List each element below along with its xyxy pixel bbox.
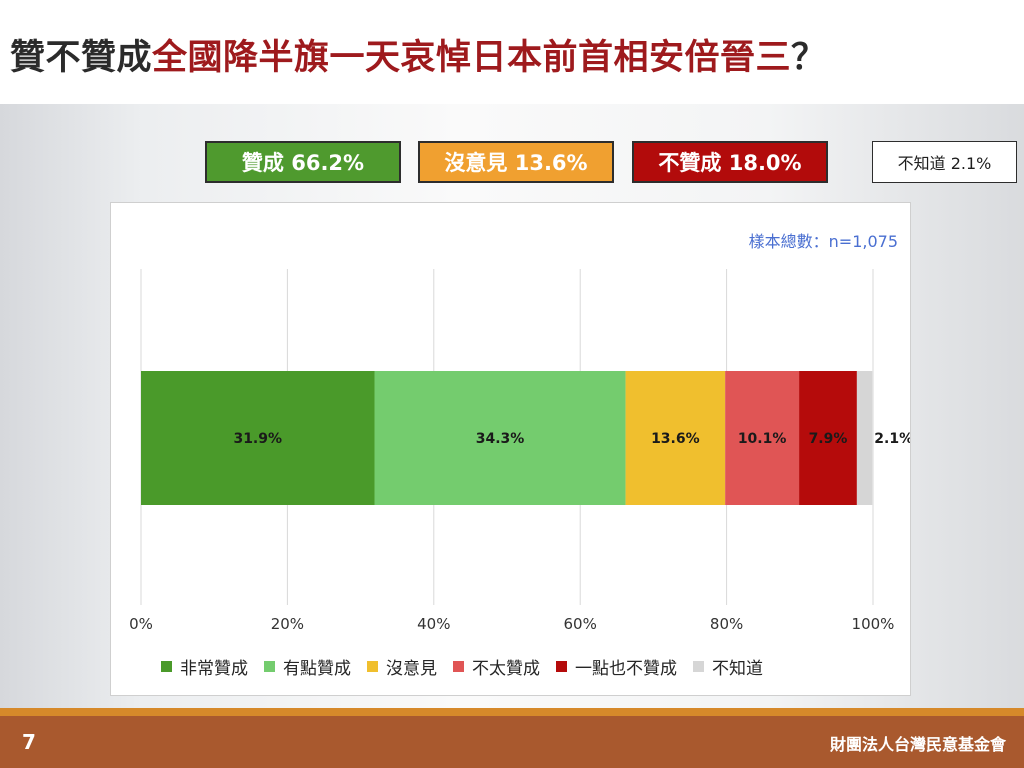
legend-swatch [556,660,567,672]
legend-swatch [693,660,704,672]
x-tick-label: 20% [271,615,304,633]
x-tick-label: 60% [564,615,597,633]
chart-legend: 非常贊成 有點贊成 沒意見 不太贊成 一點也不贊成 不知道 [161,654,779,679]
bar-segment [625,371,726,505]
title-lead: 贊不贊成 [10,38,153,78]
slide-title: 贊不贊成全國降半旗一天哀悼日本前首相安倍晉三？ [10,30,827,86]
legend-label: 不知道 [712,658,763,679]
bar-value-label: 13.6% [651,431,700,447]
x-tick-label: 80% [710,615,743,633]
organization-name: 財團法人台灣民意基金會 [829,735,1006,754]
bar-value-label: 10.1% [738,431,787,447]
legend-label: 不太贊成 [472,658,540,679]
legend-item: 有點贊成 [264,654,351,679]
title-highlight: 全國降半旗一天哀悼日本前首相安倍晉三 [152,38,792,78]
legend-label: 沒意見 [386,658,437,679]
legend-item: 沒意見 [367,654,437,679]
x-tick-label: 100% [852,615,895,633]
bar-value-label: 31.9% [233,431,282,447]
summary-agree-box: 贊成 66.2% [205,141,401,183]
legend-item: 不太贊成 [453,654,540,679]
bar-segment [725,371,800,505]
bar-value-label: 34.3% [476,431,525,447]
legend-swatch [453,660,464,672]
title-bar: 贊不贊成全國降半旗一天哀悼日本前首相安倍晉三？ [0,0,1024,104]
x-tick-label: 40% [417,615,450,633]
footer-bar: 7 財團法人台灣民意基金會 [0,716,1024,768]
bar-value-label: 2.1% [874,431,910,447]
sample-size-note: 樣本總數：n=1,075 [748,232,898,251]
bar-segment [374,371,626,505]
legend-swatch [367,660,378,672]
bar-segment [856,371,873,505]
summary-disagree-box: 不贊成 18.0% [632,141,828,183]
legend-swatch [161,660,172,672]
chart-panel: 樣本總數：n=1,075 0% 20% 40% 60% 80% 100% 31.9% 34.3… [110,202,911,696]
summary-neutral-box: 沒意見 13.6% [418,141,614,183]
footer-stripe [0,708,1024,716]
bar-segment [141,371,375,505]
legend-item: 一點也不贊成 [556,654,677,679]
bar-value-label: 7.9% [809,431,848,447]
legend-label: 一點也不贊成 [575,658,677,679]
page-number: 7 [22,730,36,754]
legend-label: 有點贊成 [283,658,351,679]
stacked-bar-chart: 0% 20% 40% 60% 80% 100% 31.9% 34.3% 13.6% 10.1% 7.… [129,269,910,633]
legend-item: 不知道 [693,654,763,679]
legend-swatch [264,660,275,672]
legend-item: 非常贊成 [161,654,248,679]
bar-segment [799,371,857,505]
summary-unknown-box: 不知道 2.1% [872,141,1017,183]
x-tick-label: 0% [129,615,153,633]
title-tail: ？ [791,38,827,78]
legend-label: 非常贊成 [180,658,248,679]
